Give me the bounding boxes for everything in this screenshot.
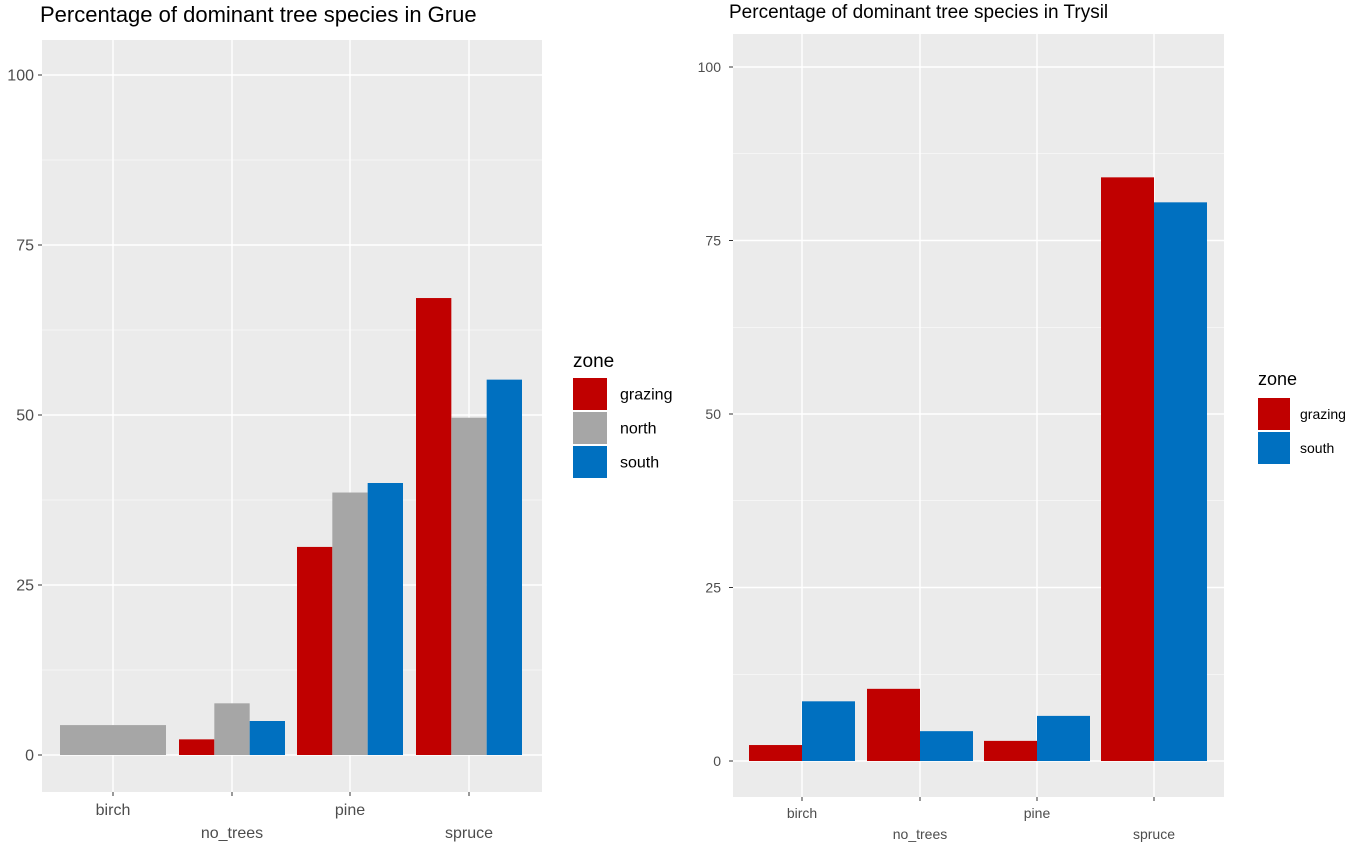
bar-south-pine bbox=[367, 483, 403, 755]
bar-north-spruce bbox=[451, 417, 487, 755]
bar-north-birch bbox=[60, 725, 166, 755]
bar-north-no_trees bbox=[214, 703, 250, 755]
legend-label-grazing: grazing bbox=[620, 387, 672, 404]
legend-key-south bbox=[1258, 432, 1290, 464]
y-tick-label: 25 bbox=[16, 578, 34, 595]
bar-south-spruce bbox=[486, 379, 522, 755]
chart-1: 0 25 50 75 100 birch no_trees pine spruce zone gra… bbox=[698, 34, 1346, 842]
legend-label-south: south bbox=[1300, 440, 1334, 456]
legend-key-grazing bbox=[1258, 398, 1290, 430]
legend-title: zone bbox=[573, 351, 614, 372]
x-tick-label-spruce: spruce bbox=[445, 825, 493, 842]
y-tick-label: 0 bbox=[713, 753, 721, 769]
x-tick-label-birch: birch bbox=[787, 805, 817, 821]
y-tick-label: 50 bbox=[16, 408, 34, 425]
bar-grazing-no_trees bbox=[867, 688, 920, 761]
bar-grazing-no_trees bbox=[179, 739, 215, 755]
legend-key-grazing bbox=[573, 378, 607, 410]
x-tick-label-no_trees: no_trees bbox=[201, 825, 263, 842]
chart-title-grue: Percentage of dominant tree species in G… bbox=[40, 2, 477, 27]
x-tick-label-no_trees: no_trees bbox=[893, 826, 947, 842]
legend-key-south bbox=[573, 446, 607, 478]
y-tick-label: 50 bbox=[705, 406, 721, 422]
bar-grazing-pine bbox=[984, 740, 1037, 761]
legend-key-north bbox=[573, 412, 607, 444]
bar-grazing-spruce bbox=[416, 298, 452, 755]
x-tick-label-birch: birch bbox=[96, 802, 131, 819]
x-tick-label-pine: pine bbox=[335, 802, 365, 819]
bar-grazing-birch bbox=[749, 745, 802, 761]
legend-title: zone bbox=[1258, 369, 1297, 389]
bar-north-pine bbox=[332, 492, 368, 755]
legend-label-grazing: grazing bbox=[1300, 406, 1346, 422]
bar-south-no_trees bbox=[249, 721, 285, 755]
legend-label-north: north bbox=[620, 421, 656, 438]
y-tick-label: 100 bbox=[7, 68, 34, 85]
bar-south-birch bbox=[802, 701, 855, 761]
x-tick-label-pine: pine bbox=[1024, 805, 1051, 821]
y-tick-label: 100 bbox=[698, 59, 722, 75]
y-tick-label: 75 bbox=[16, 238, 34, 255]
bar-grazing-pine bbox=[297, 546, 333, 755]
chart-title-trysil: Percentage of dominant tree species in T… bbox=[729, 2, 1109, 23]
x-tick-label-spruce: spruce bbox=[1133, 826, 1175, 842]
y-tick-label: 75 bbox=[705, 232, 721, 248]
bar-south-no_trees bbox=[920, 731, 973, 761]
chart-0: 0 25 50 75 100 birch no_trees pine spruce zonegra… bbox=[7, 40, 672, 842]
legend-label-south: south bbox=[620, 455, 659, 472]
bar-south-pine bbox=[1037, 715, 1090, 761]
y-tick-label: 0 bbox=[25, 748, 34, 765]
y-tick-label: 25 bbox=[705, 579, 721, 595]
bar-grazing-spruce bbox=[1101, 177, 1154, 761]
bar-south-spruce bbox=[1154, 202, 1207, 761]
